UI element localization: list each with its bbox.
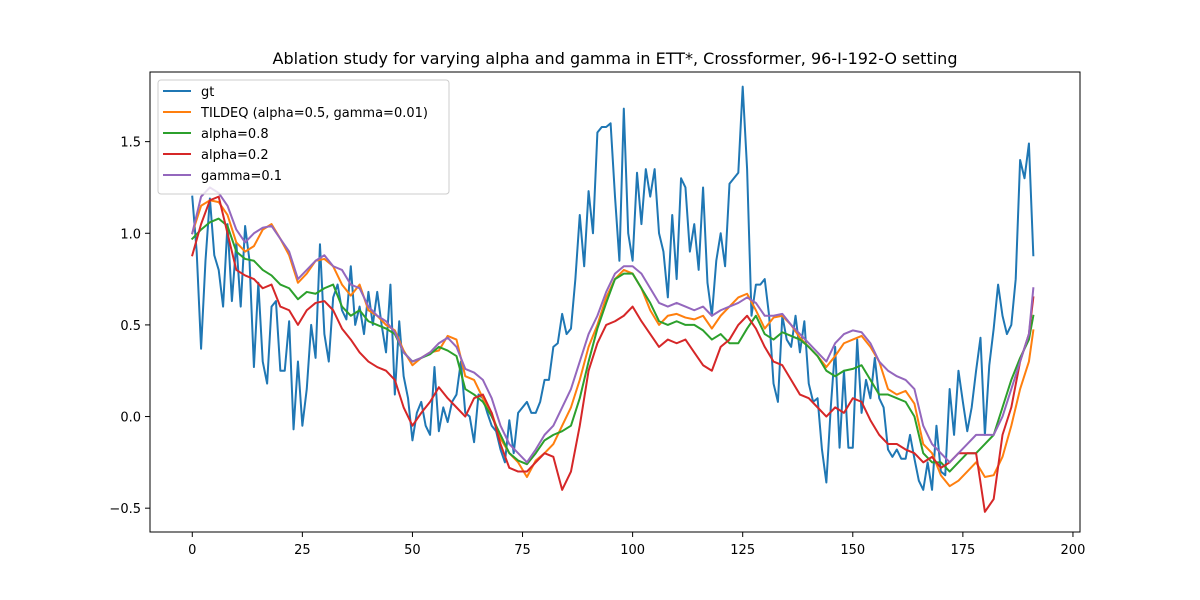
legend-label-2: alpha=0.8 bbox=[201, 127, 269, 142]
y-tick-label: 0.5 bbox=[120, 319, 141, 334]
x-tick-label: 50 bbox=[404, 543, 421, 558]
x-tick-label: 75 bbox=[514, 543, 531, 558]
x-tick-label: 150 bbox=[840, 543, 865, 558]
x-tick-label: 175 bbox=[950, 543, 975, 558]
y-tick-label: −0.5 bbox=[109, 502, 141, 517]
series-line-3 bbox=[191, 195, 1035, 513]
y-axis: −0.5 0.0 0.5 1.0 1.5 bbox=[109, 136, 150, 517]
legend-label-0: gt bbox=[201, 85, 214, 100]
plot-series bbox=[190, 85, 1035, 513]
x-tick-label: 100 bbox=[620, 543, 645, 558]
x-tick-label: 25 bbox=[294, 543, 311, 558]
legend: gt TILDEQ (alpha=0.5, gamma=0.01) alpha=0.… bbox=[157, 79, 450, 195]
series-line-4 bbox=[191, 186, 1035, 464]
legend-label-4: gamma=0.1 bbox=[201, 169, 282, 184]
x-tick-label: 125 bbox=[730, 543, 755, 558]
y-tick-label: 0.0 bbox=[120, 411, 141, 426]
chart-title: Ablation study for varying alpha and gam… bbox=[273, 49, 958, 68]
y-tick-label: 1.0 bbox=[120, 227, 141, 242]
legend-label-3: alpha=0.2 bbox=[201, 148, 269, 163]
x-tick-label: 200 bbox=[1061, 543, 1086, 558]
x-tick-label: 0 bbox=[188, 543, 196, 558]
legend-box bbox=[157, 79, 450, 195]
y-tick-label: 1.5 bbox=[120, 136, 141, 151]
x-axis: 0 25 50 75 100 125 150 175 200 bbox=[188, 532, 1085, 558]
series-line-2 bbox=[190, 217, 1035, 473]
plot-area-frame bbox=[149, 71, 1081, 533]
legend-label-1: TILDEQ (alpha=0.5, gamma=0.01) bbox=[200, 106, 428, 121]
